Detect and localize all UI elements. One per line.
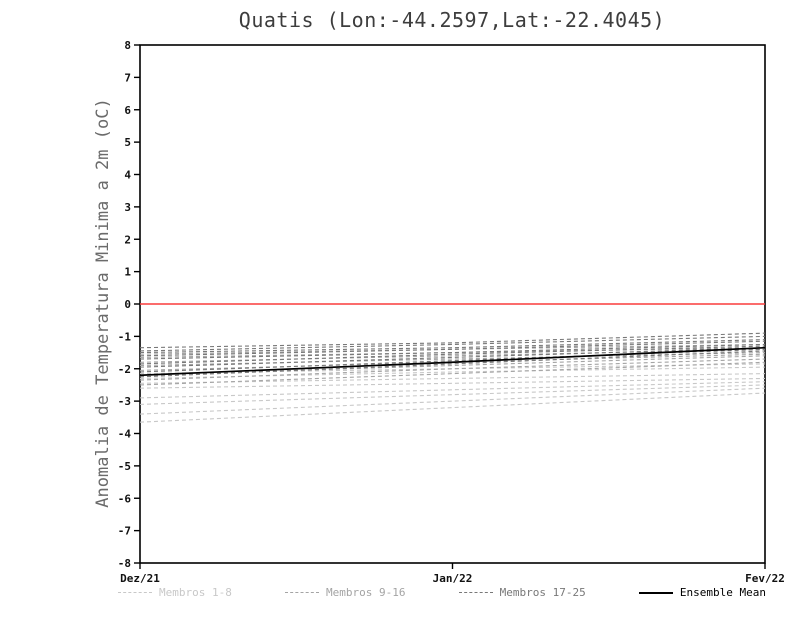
legend-label: Membros 17-25 xyxy=(499,586,586,599)
legend-line-sample xyxy=(458,592,493,593)
y-tick-label: -2 xyxy=(118,363,131,376)
y-tick-label: 2 xyxy=(124,233,131,246)
y-tick-label: 7 xyxy=(124,71,131,84)
legend-line-sample xyxy=(118,592,152,593)
x-tick-label: Fev/22 xyxy=(745,572,785,585)
ensemble-member-line xyxy=(139,387,766,415)
y-tick-label: 4 xyxy=(124,169,131,182)
ensemble-member-line xyxy=(139,345,766,365)
y-tick-label: -5 xyxy=(118,460,131,473)
ensemble-member-line xyxy=(139,377,766,389)
ensemble-member-line xyxy=(139,358,766,381)
ensemble-member-line xyxy=(139,343,766,360)
ensemble-member-line xyxy=(139,353,766,371)
ensemble-member-line xyxy=(139,381,766,399)
y-tick-label: -3 xyxy=(118,395,131,408)
ensemble-mean-line xyxy=(139,346,766,377)
ensemble-member-line xyxy=(139,355,766,376)
ensemble-member-line xyxy=(139,343,766,355)
legend-label: Ensemble Mean xyxy=(679,586,766,599)
y-tick-label: -4 xyxy=(118,428,132,441)
y-tick-label: 1 xyxy=(124,266,131,279)
y-tick-label: -1 xyxy=(118,330,132,343)
legend-line-sample xyxy=(638,591,673,594)
legend-label: Membros 9-16 xyxy=(326,586,406,599)
ensemble-member-line xyxy=(139,347,766,368)
y-tick-label: -8 xyxy=(118,557,131,570)
ensemble-member-line xyxy=(139,332,766,349)
legend-line-sample xyxy=(285,592,320,593)
ensemble-member-line xyxy=(139,361,766,386)
x-tick-label: Jan/22 xyxy=(433,572,473,585)
x-tick-label: Dez/21 xyxy=(120,572,160,585)
y-tick-label: 0 xyxy=(124,298,131,311)
ensemble-member-line xyxy=(139,339,766,354)
legend: Membros 1-8 Membros 9-16 Membros 17-25 Ense… xyxy=(118,586,766,599)
legend-label: Membros 1-8 xyxy=(159,586,232,599)
y-tick-label: -6 xyxy=(118,492,132,505)
ensemble-member-line xyxy=(139,392,766,423)
ensemble-member-line xyxy=(139,340,766,357)
ensemble-member-line xyxy=(139,350,766,378)
ensemble-member-line xyxy=(139,366,766,380)
y-tick-label: 5 xyxy=(124,136,131,149)
legend-item: Membros 9-16 xyxy=(285,586,406,599)
ensemble-member-line xyxy=(139,384,766,405)
y-tick-label: 6 xyxy=(124,104,131,117)
ensemble-member-line xyxy=(139,373,766,384)
ensemble-member-line xyxy=(139,352,766,367)
legend-item: Membros 17-25 xyxy=(458,586,586,599)
ensemble-member-line xyxy=(139,335,766,352)
chart-title: Quatis (Lon:-44.2597,Lat:-22.4045) xyxy=(238,8,666,32)
y-tick-label: 8 xyxy=(124,39,131,52)
y-tick-label: -7 xyxy=(118,525,131,538)
y-tick-label: 3 xyxy=(124,201,131,214)
legend-item: Membros 1-8 xyxy=(118,586,232,599)
legend-item: Ensemble Mean xyxy=(638,586,766,599)
